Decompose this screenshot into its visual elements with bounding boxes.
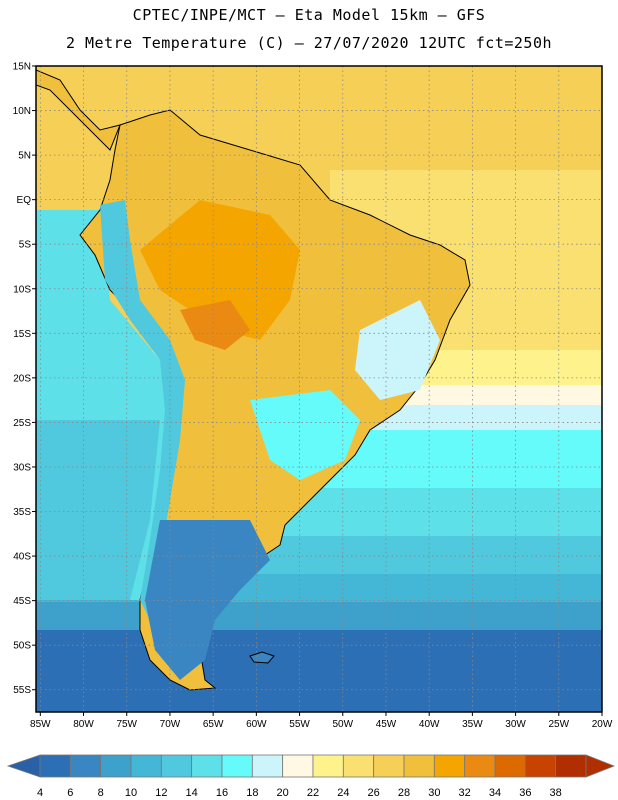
color-scale-label: 30 (428, 787, 440, 799)
color-scale-swatch (221, 754, 253, 778)
lat-label: 5S (19, 240, 32, 251)
lat-label: 35S (13, 507, 31, 518)
latitude-labels: 15N 10N 5N EQ 5S 10S 15S 20S 25S 30S 35S 40S 45S 50S 5… (13, 62, 36, 696)
ocean-band-8 (36, 630, 602, 712)
lat-label: 30S (13, 462, 31, 473)
lat-label: 40S (13, 552, 31, 563)
patagonia-cold-zone (145, 520, 270, 680)
lon-label: 80W (73, 719, 94, 730)
color-scale-swatch (160, 754, 193, 778)
color-scale-swatch (342, 754, 375, 778)
lat-label: 45S (13, 596, 31, 607)
pacific-colder-zone (36, 420, 160, 600)
brazil-highlands (355, 300, 440, 400)
lon-label: 45W (376, 719, 397, 730)
color-scale-label: 14 (186, 787, 198, 799)
color-scale-label: 32 (459, 787, 471, 799)
lat-label: EQ (17, 195, 32, 206)
color-scale-label: 22 (307, 787, 319, 799)
color-scale-label: 6 (67, 787, 73, 799)
color-scale-swatch (373, 754, 405, 778)
map-title-line-2: 2 Metre Temperature (C) — 27/07/2020 12U… (65, 34, 553, 52)
color-scale-low-arrow (6, 754, 41, 778)
map-frame (35, 65, 603, 713)
lon-label: 60W (246, 719, 267, 730)
longitude-labels: 85W 80W 75W 70W 65W 60W 55W 50W 45W 40W 35W 30W 25W 2… (30, 712, 613, 730)
color-scale-label: 12 (155, 787, 167, 799)
color-scale-swatch (403, 754, 435, 778)
color-scale-swatch (39, 754, 71, 778)
map-title-line-1: CPTEC/INPE/MCT — Eta Model 15km — GFS (132, 6, 486, 24)
color-scale-label: 20 (277, 787, 289, 799)
lon-label: 40W (419, 719, 440, 730)
lon-label: 75W (116, 719, 137, 730)
color-scale-swatch (494, 754, 526, 778)
color-scale-swatches (6, 754, 616, 778)
color-scale-label: 16 (216, 787, 228, 799)
lat-label: 10N (13, 106, 31, 117)
color-scale-label: 8 (98, 787, 104, 799)
color-scale-swatch (433, 754, 466, 778)
color-scale-swatch (555, 754, 587, 778)
color-scale-labels: 4 6 8 10 12 14 16 18 20 22 24 26 28 30 32 34 36 38 (37, 787, 562, 799)
color-scale-label: 18 (246, 787, 258, 799)
lon-label: 85W (30, 719, 51, 730)
lat-label: 15N (13, 62, 31, 73)
map-field (36, 66, 602, 712)
andes-cold-zone (100, 200, 185, 620)
lon-label: 30W (505, 719, 526, 730)
color-scale-swatch (100, 754, 132, 778)
lon-label: 55W (289, 719, 310, 730)
lon-label: 65W (203, 719, 224, 730)
lon-label: 35W (462, 719, 483, 730)
hottest-zone (180, 300, 250, 350)
color-scale-label: 24 (337, 787, 349, 799)
southern-brazil-cool (250, 390, 360, 480)
lat-label: 5N (18, 151, 31, 162)
color-scale-label: 34 (489, 787, 501, 799)
lat-label: 55S (13, 685, 31, 696)
color-scale-swatch (524, 754, 557, 778)
lat-label: 25S (13, 418, 31, 429)
color-scale-swatch (69, 754, 102, 778)
color-scale-label: 38 (550, 787, 562, 799)
lat-label: 10S (13, 284, 31, 295)
color-scale-swatch (130, 754, 162, 778)
lat-label: 15S (13, 329, 31, 340)
lat-label: 20S (13, 373, 31, 384)
lon-label: 70W (160, 719, 181, 730)
lon-label: 50W (332, 719, 353, 730)
central-america-land (36, 69, 121, 151)
color-scale-swatch (312, 754, 344, 778)
ocean-band-10 (36, 602, 602, 632)
color-scale-label: 4 (37, 787, 43, 799)
color-scale-swatch (282, 754, 314, 778)
color-scale-swatch (191, 754, 223, 778)
color-scale-swatch (464, 754, 496, 778)
lon-label: 20W (592, 719, 613, 730)
color-scale-label: 10 (125, 787, 137, 799)
lon-label: 25W (549, 719, 570, 730)
lat-label: 50S (13, 641, 31, 652)
color-scale-label: 28 (398, 787, 410, 799)
amazon-hot-zone (140, 200, 300, 340)
color-scale-label: 26 (368, 787, 380, 799)
color-scale-label: 36 (519, 787, 531, 799)
color-scale-swatch (251, 754, 284, 778)
color-scale-high-arrow (585, 754, 616, 778)
